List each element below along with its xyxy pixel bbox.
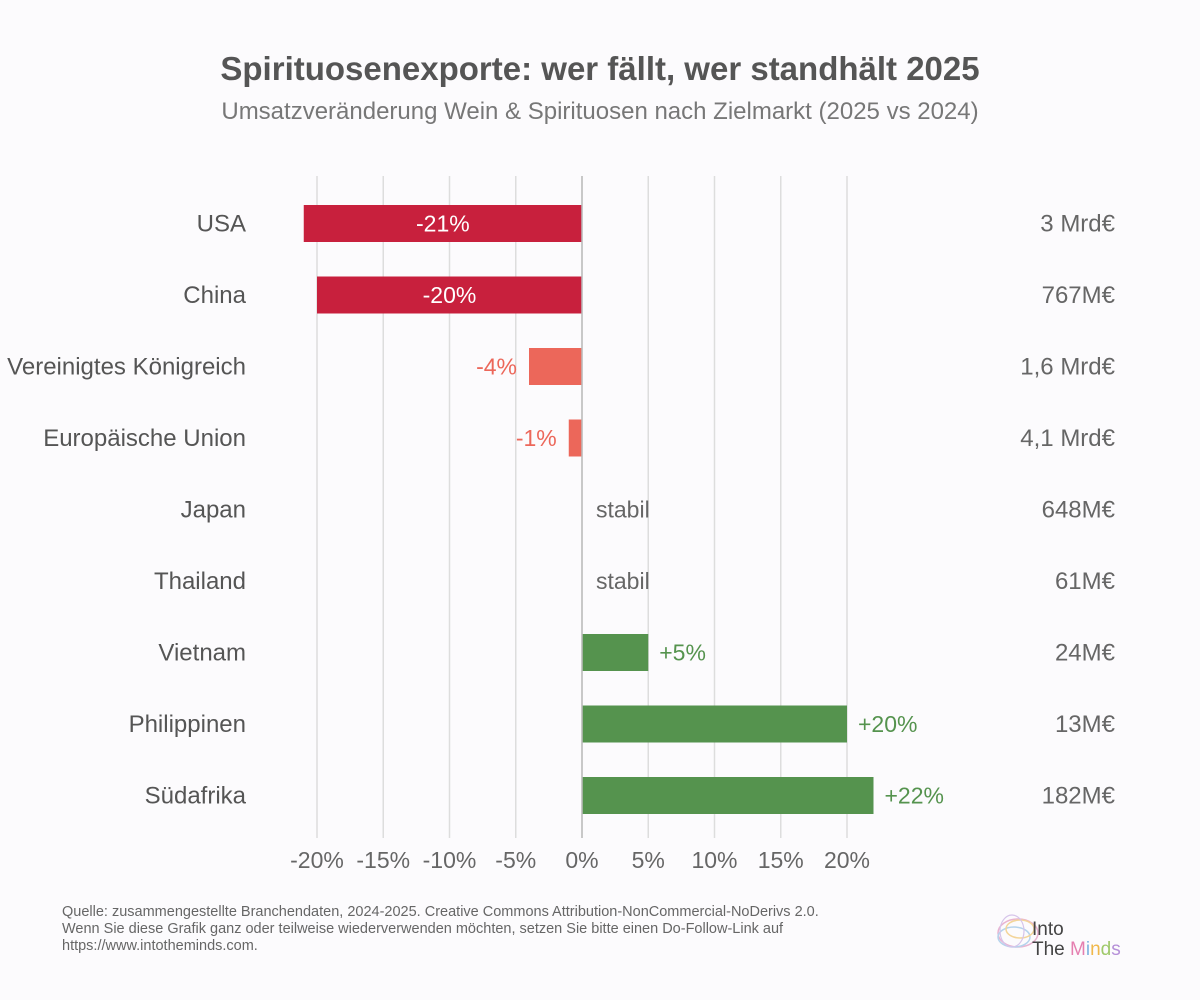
x-tick-label: 15% (758, 847, 804, 873)
category-label: China (183, 282, 246, 309)
value-label: +5% (659, 640, 706, 666)
x-tick-label: -20% (290, 847, 344, 873)
source-note: Quelle: zusammengestellte Branchendaten,… (62, 904, 1002, 955)
value-label: -4% (476, 354, 517, 380)
logo-into-text: Into (1032, 919, 1064, 940)
category-label: Vereinigtes Königreich (7, 354, 246, 381)
chart-title: Spirituosenexporte: wer fällt, wer stand… (220, 50, 980, 87)
value-label: -21% (416, 211, 470, 237)
source-line-2: Wenn Sie diese Grafik ganz oder teilweis… (62, 921, 784, 937)
market-volume-label: 182M€ (1042, 783, 1116, 810)
value-label: +20% (858, 711, 917, 737)
x-tick-label: 10% (691, 847, 737, 873)
market-volume-label: 648M€ (1042, 497, 1116, 524)
bar (582, 777, 874, 814)
x-tick-label: -5% (495, 847, 536, 873)
category-label: USA (197, 211, 246, 238)
bar (529, 348, 582, 385)
x-tick-label: 20% (824, 847, 870, 873)
source-line-1: Quelle: zusammengestellte Branchendaten,… (62, 904, 819, 920)
logo-swirl-icon (997, 914, 1039, 948)
market-volume-label: 24M€ (1055, 640, 1116, 667)
x-tick-label: 5% (632, 847, 665, 873)
source-line-3: https://www.intotheminds.com. (62, 938, 258, 954)
value-label: -1% (516, 425, 557, 451)
x-tick-label: 0% (565, 847, 598, 873)
market-volume-label: 13M€ (1055, 711, 1116, 738)
value-label: stabil (596, 568, 650, 594)
x-tick-label: -10% (423, 847, 477, 873)
category-label: Thailand (154, 568, 246, 595)
value-label: stabil (596, 497, 650, 523)
intotheminds-logo: Into The Minds (990, 905, 1150, 965)
market-volume-label: 1,6 Mrd€ (1020, 354, 1115, 381)
category-label: Vietnam (158, 640, 246, 667)
x-tick-label: -15% (356, 847, 410, 873)
value-label: +22% (885, 783, 944, 809)
logo-the-text: The (1032, 939, 1065, 960)
market-volume-label: 4,1 Mrd€ (1020, 425, 1115, 452)
category-label: Europäische Union (43, 425, 246, 452)
bar (568, 419, 582, 457)
labels: -20% -15% -10% -5% 0% 5% 10% 15% 20% USA 3 Mrd€ -21… (7, 176, 1116, 873)
bars (303, 205, 874, 814)
market-volume-label: 3 Mrd€ (1040, 211, 1115, 238)
bar-chart: -20% -15% -10% -5% 0% 5% 10% 15% 20% USA 3 Mrd€ -21… (7, 176, 1116, 873)
chart-subtitle: Umsatzveränderung Wein & Spirituosen nac… (221, 98, 979, 125)
logo-minds-text: Minds (1070, 939, 1121, 960)
category-label: Philippinen (129, 711, 246, 738)
bar (303, 205, 582, 242)
bar (582, 705, 847, 743)
market-volume-label: 61M€ (1055, 568, 1116, 595)
value-label: -20% (423, 282, 477, 308)
category-label: Japan (181, 497, 246, 524)
market-volume-label: 767M€ (1042, 282, 1116, 309)
bar (317, 276, 582, 314)
category-label: Südafrika (145, 783, 247, 810)
bar (582, 634, 649, 671)
